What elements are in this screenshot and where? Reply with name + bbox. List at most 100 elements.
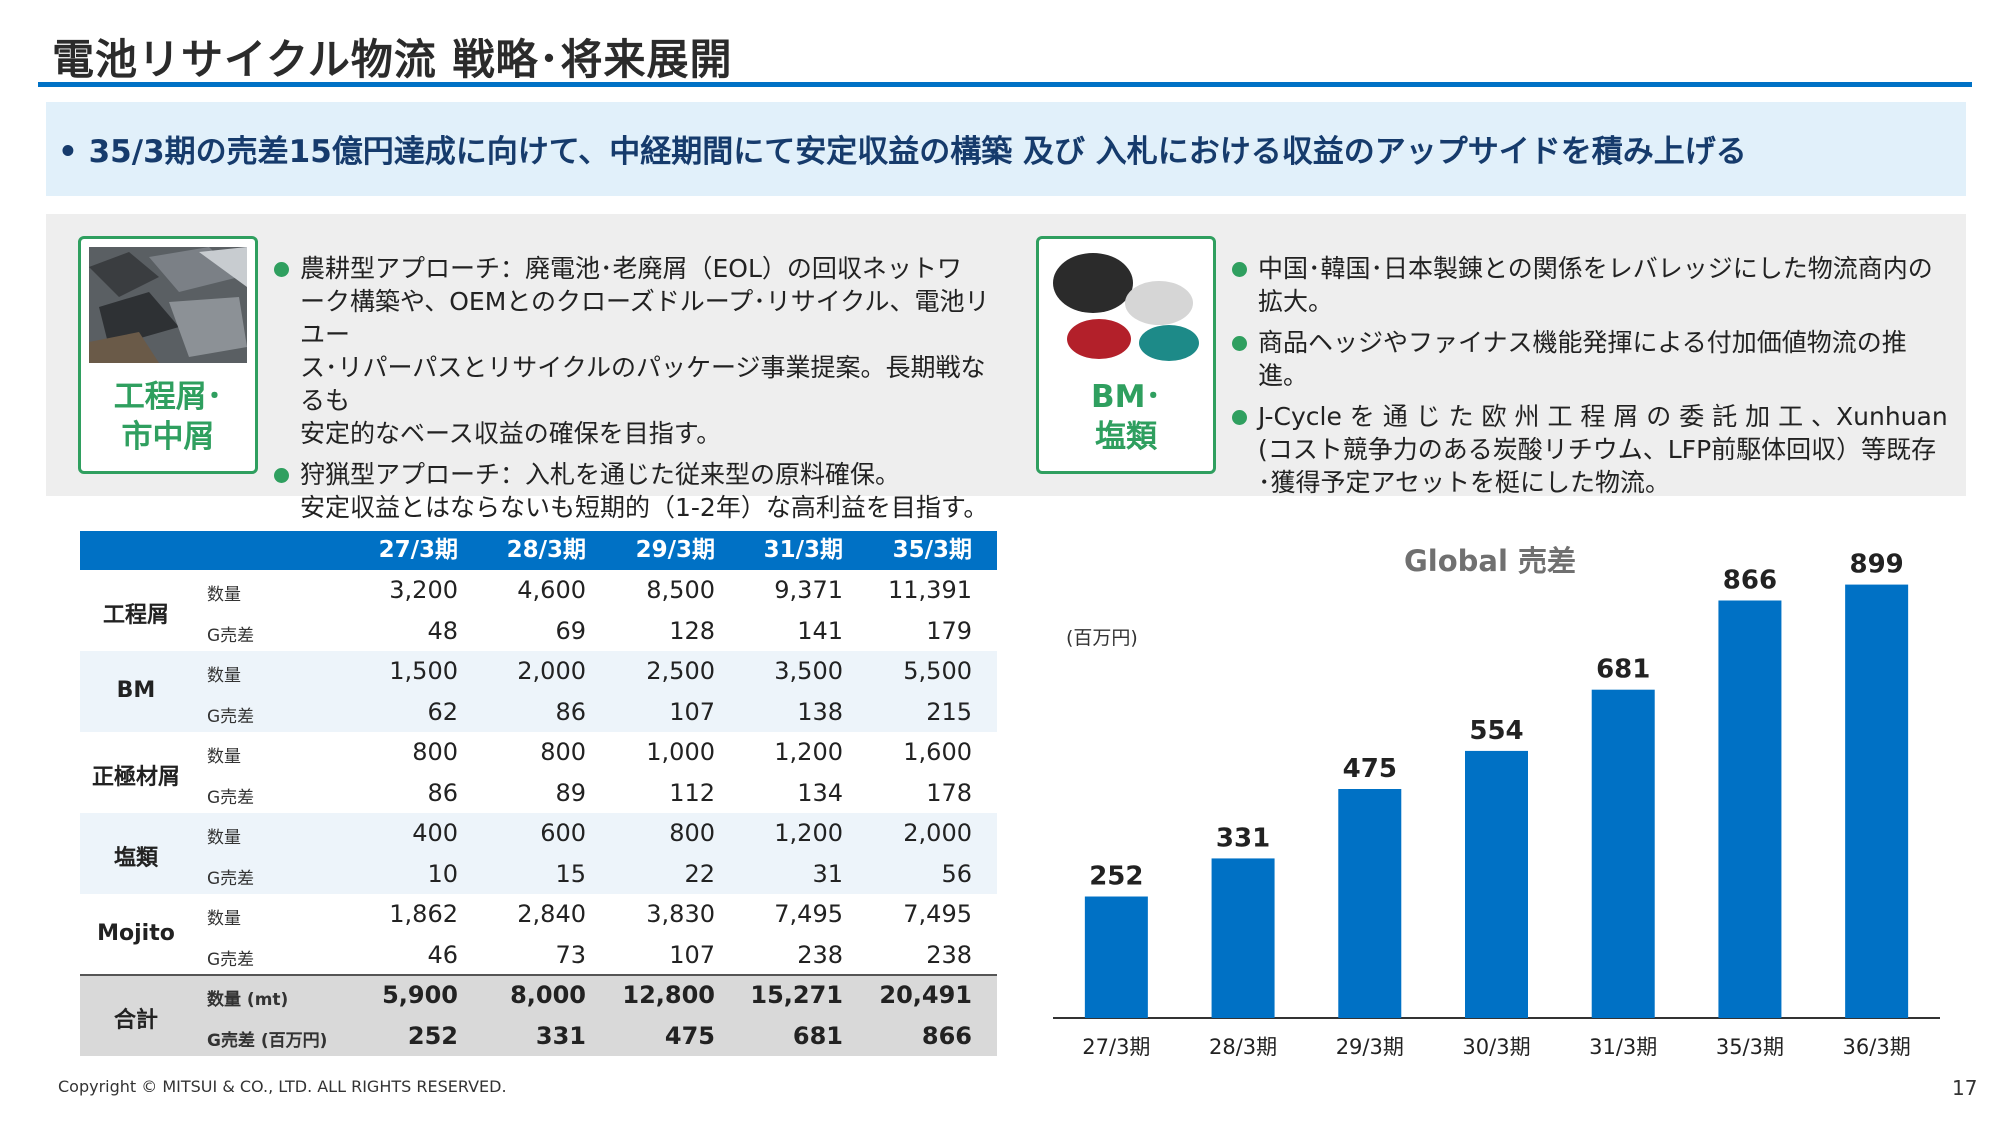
table-cell: 1,200 <box>774 738 843 766</box>
table-group: 工程屑 数量 3,200 4,600 8,500 9,371 11,391 G売差 48 69 12… <box>80 570 997 651</box>
chart-bar <box>1465 750 1528 1018</box>
table-group: 正極材屑 数量 800 800 1,000 1,200 1,600 G売差 86 89 112 134… <box>80 732 997 813</box>
table-header: 27/3期 28/3期 29/3期 31/3期 35/3期 <box>80 531 997 570</box>
table-cell: 252 <box>407 1021 458 1050</box>
chart-data-label: 899 <box>1850 550 1904 580</box>
chart-data-label: 252 <box>1089 862 1143 892</box>
table-row-label: G売差 (百万円) <box>207 1030 328 1051</box>
lead-banner <box>46 102 1966 196</box>
bullet-item: 商品ヘッジやファイナス機能発揮による付加価値物流の推進。 <box>1230 326 1950 392</box>
card-bm-label-2: 塩類 <box>1095 419 1157 455</box>
table-cell: 20,491 <box>879 981 972 1009</box>
title-underline <box>38 82 1972 87</box>
table-cell: 179 <box>926 616 972 645</box>
table-group-name: 工程屑 <box>102 602 169 628</box>
table-cell: 69 <box>555 616 586 645</box>
table-row-label: 数量 <box>207 585 241 605</box>
table-cell: 238 <box>926 940 972 969</box>
chart-category-label: 30/3期 <box>1462 1035 1530 1059</box>
forecast-table: 27/3期 28/3期 29/3期 31/3期 35/3期 工程屑 数量 3,200… <box>80 531 997 1056</box>
table-cell: 7,495 <box>903 900 972 928</box>
table-cell: 3,500 <box>774 657 843 685</box>
bullet-dot-icon <box>274 262 289 277</box>
chart-bar <box>1084 896 1148 1018</box>
chart-data-label: 681 <box>1596 655 1650 685</box>
table-cell: 12,800 <box>622 981 715 1009</box>
table-group: 塩類 数量 400 600 800 1,200 2,000 G売差 10 15 22 31 56 <box>80 813 997 894</box>
table-cell: 112 <box>669 778 715 807</box>
table-group: Mojito 数量 1,862 2,840 3,830 7,495 7,495 G売差 46 73… <box>80 894 997 975</box>
footer-copyright: Copyright © MITSUI & CO., LTD. ALL RIGHT… <box>58 1077 507 1096</box>
chart-category-label: 36/3期 <box>1843 1035 1911 1059</box>
table-cell: 5,900 <box>382 981 458 1009</box>
table-cell: 800 <box>412 738 458 766</box>
table-header-cell: 29/3期 <box>635 537 715 563</box>
chart-bar <box>1845 584 1909 1018</box>
table-cell: 48 <box>427 616 458 645</box>
chart-bar <box>1718 600 1782 1018</box>
table-cell: 15,271 <box>750 981 843 1009</box>
table-row-label: G売差 <box>207 625 255 646</box>
bullet-item: 狩猟型アプローチ：入札を通じた従来型の原料確保。 安定収益とはならないも短期的（… <box>272 458 992 524</box>
table-header-cell: 27/3期 <box>378 537 458 563</box>
page-title: 電池リサイクル物流 戦略･将来展開 <box>52 35 733 84</box>
table-cell: 3,830 <box>646 900 715 928</box>
table-cell: 1,200 <box>774 819 843 847</box>
chart-data-label: 331 <box>1216 823 1270 853</box>
table-cell: 2,840 <box>517 900 586 928</box>
table-cell: 475 <box>664 1021 715 1050</box>
table-group-name: 合計 <box>113 1007 158 1033</box>
table-row-label: G売差 <box>207 949 255 970</box>
chart-category-label: 35/3期 <box>1716 1035 1784 1059</box>
bullet-dot-icon <box>1232 410 1247 425</box>
table-cell: 8,000 <box>510 981 586 1009</box>
table-cell: 86 <box>427 778 458 807</box>
table-cell: 62 <box>427 697 458 726</box>
table-row-label: G売差 <box>207 787 255 808</box>
table-header-cell: 31/3期 <box>763 537 843 563</box>
table-group-name: 正極材屑 <box>91 764 180 790</box>
table-cell: 15 <box>555 859 586 888</box>
table-cell: 1,600 <box>903 738 972 766</box>
table-row-label: G売差 <box>207 706 255 727</box>
table-cell: 10 <box>427 859 458 888</box>
bullet-dot-icon <box>274 468 289 483</box>
table-cell: 128 <box>669 616 715 645</box>
table-row-label: 数量 <box>207 909 241 929</box>
table-cell: 2,500 <box>646 657 715 685</box>
table-cell: 134 <box>797 778 843 807</box>
table-cell: 46 <box>427 940 458 969</box>
card-scrap-label-1: 工程屑･ <box>113 379 223 415</box>
table-cell: 9,371 <box>774 576 843 604</box>
table-group-name: 塩類 <box>113 845 158 871</box>
table-cell: 56 <box>941 859 972 888</box>
table-cell: 138 <box>797 697 843 726</box>
table-cell: 107 <box>669 940 715 969</box>
table-header-cell: 28/3期 <box>506 537 586 563</box>
table-cell: 22 <box>684 859 715 888</box>
bullet-dot-icon <box>1232 262 1247 277</box>
table-cell: 7,495 <box>774 900 843 928</box>
card-bm-label-1: BM･ <box>1091 379 1161 415</box>
table-cell: 1,862 <box>389 900 458 928</box>
card-scrap-bullets: 農耕型アプローチ：廃電池･老廃屑（EOL）の回収ネットワ ーク構築や、OEMとの… <box>272 252 992 532</box>
table-cell: 2,000 <box>517 657 586 685</box>
page-number: 17 <box>1952 1076 1978 1100</box>
table-cell: 107 <box>669 697 715 726</box>
table-row-label: 数量 <box>207 747 241 767</box>
table-group: BM 数量 1,500 2,000 2,500 3,500 5,500 G売差 62 86 107 1… <box>80 651 997 732</box>
table-cell: 1,000 <box>646 738 715 766</box>
chart-bar <box>1338 789 1402 1018</box>
chart-category-label: 28/3期 <box>1209 1035 1277 1059</box>
table-cell: 866 <box>921 1021 972 1050</box>
card-scrap: 工程屑･ 市中屑 <box>78 236 258 474</box>
chart-bar <box>1591 689 1655 1018</box>
chart-category-label: 31/3期 <box>1589 1035 1657 1059</box>
chart-category-label: 27/3期 <box>1082 1035 1150 1059</box>
table-header-cell: 35/3期 <box>892 537 972 563</box>
table-cell: 31 <box>812 859 843 888</box>
chart-data-label: 475 <box>1343 754 1397 784</box>
table-group-name: Mojito <box>97 920 175 946</box>
table-total-group: 合計 数量 (mt) 5,900 8,000 12,800 15,271 20,491 G売差… <box>80 975 997 1056</box>
strategy-panel <box>46 214 1966 496</box>
